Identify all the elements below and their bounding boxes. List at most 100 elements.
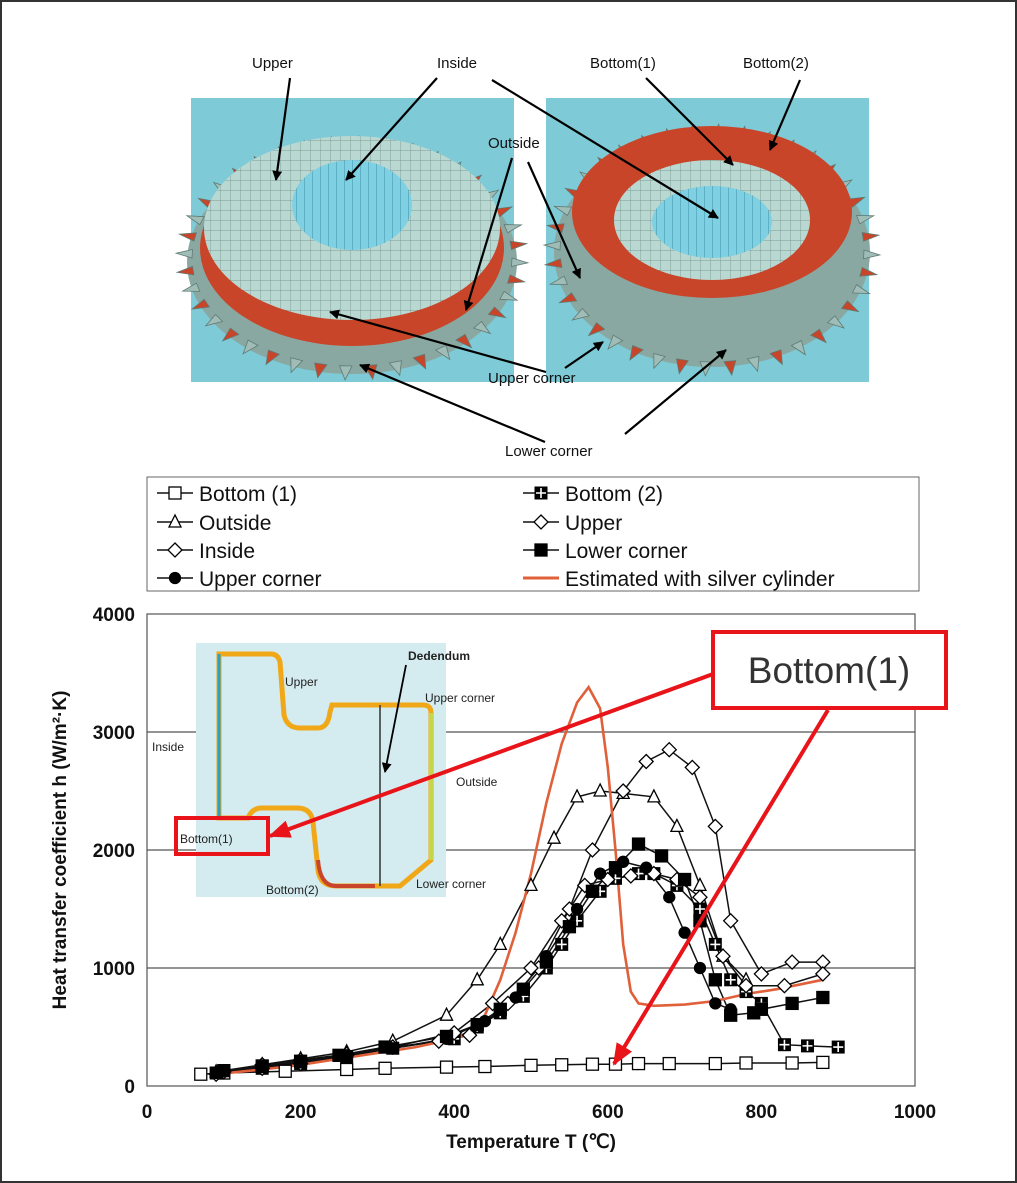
data-point <box>678 926 691 939</box>
gear-tooth <box>676 358 689 375</box>
gear-tooth <box>587 322 606 337</box>
data-point <box>816 990 830 1005</box>
data-point <box>814 965 831 982</box>
data-point <box>570 902 584 916</box>
gear-tooth <box>181 282 201 292</box>
legend-marker <box>167 542 183 558</box>
arrow-upper <box>272 77 292 181</box>
data-point <box>194 1067 208 1081</box>
arrow-upper-corner-right <box>564 341 604 369</box>
data-point <box>707 818 724 835</box>
data-point <box>800 1039 814 1053</box>
callout: Bottom(1) <box>174 630 948 1066</box>
data-point <box>816 1055 830 1070</box>
gear-label-bottom1: Bottom(1) <box>590 55 656 72</box>
gear-tooth <box>388 360 402 377</box>
gear-tooth <box>242 339 259 355</box>
gear-tooth <box>221 327 240 342</box>
gear-tooth <box>629 344 644 361</box>
gear-right <box>542 123 882 377</box>
gear-tooth <box>558 292 578 304</box>
data-point <box>638 753 655 770</box>
gear-tooth <box>840 300 860 313</box>
legend-label: Outside <box>199 512 271 535</box>
inset-label-inside: Inside <box>152 740 184 754</box>
data-point <box>493 1002 507 1016</box>
gear-tooth <box>851 284 871 295</box>
callout-box <box>711 630 948 710</box>
gear-tooth <box>412 353 427 370</box>
data-point <box>739 1056 753 1070</box>
data-point <box>663 891 676 904</box>
gear-tooth <box>723 360 737 377</box>
data-point <box>294 1056 307 1069</box>
gear-tooth <box>809 328 827 344</box>
gear-tooth <box>338 365 353 381</box>
data-point <box>555 937 569 951</box>
gear-left <box>174 135 530 381</box>
data-point <box>523 960 539 976</box>
data-point <box>669 817 684 833</box>
gear-tooth <box>542 240 561 251</box>
legend-box <box>146 476 920 592</box>
gear-label-lower-corner: Lower corner <box>505 443 593 460</box>
x-tick-label: 800 <box>746 1102 778 1123</box>
x-tick-label: 600 <box>592 1102 624 1123</box>
legend-label: Upper <box>565 512 622 535</box>
arrow-outside-left <box>463 157 514 311</box>
gear-tooth <box>175 265 195 276</box>
inset-label-dedendum: Dedendum <box>408 649 470 663</box>
data-point <box>256 1060 269 1074</box>
gear-arrows <box>272 77 802 444</box>
gear-tooth <box>190 298 211 310</box>
inset-dedendum-arrow <box>381 664 407 773</box>
data-point <box>631 837 646 851</box>
axis-ticks: 0 1000 2000 3000 4000 0 200 400 600 800 1000 <box>93 605 936 1123</box>
data-point <box>662 1056 676 1071</box>
data-point <box>540 950 553 963</box>
data-point <box>378 1061 392 1075</box>
chart-legend: Bottom (1) Bottom (2) Outside Upper Inside Lo… <box>146 476 920 592</box>
data-point <box>785 1056 799 1070</box>
inset-background <box>196 643 446 897</box>
legend-label: Inside <box>199 540 255 563</box>
data-point <box>523 876 539 892</box>
gear-tooth <box>511 257 530 267</box>
data-point <box>784 954 801 971</box>
arrow-bottom1 <box>645 77 734 166</box>
data-point <box>640 861 653 874</box>
arrow-inside-left <box>345 77 438 181</box>
gear-tooth <box>790 340 807 356</box>
gear-label-outside: Outside <box>488 135 540 152</box>
gear-tooth <box>434 344 451 361</box>
gear-tooth <box>290 357 304 374</box>
x-axis-label: Temperature T (℃) <box>446 1132 616 1153</box>
data-point <box>708 937 722 951</box>
inset-label-bottom1: Bottom(1) <box>180 832 233 846</box>
data-point <box>562 920 577 934</box>
data-point <box>439 1006 454 1021</box>
gear-tooth <box>746 356 760 373</box>
inset-bottom2-edge <box>316 859 375 888</box>
gear-tooth <box>204 313 224 327</box>
data-point <box>715 948 731 965</box>
gear-tooth <box>859 266 879 277</box>
data-point <box>724 973 738 987</box>
legend-marker <box>168 571 182 585</box>
data-point <box>524 1058 538 1072</box>
gear-tooth <box>548 275 569 286</box>
data-point <box>593 782 608 797</box>
data-point <box>708 1056 722 1071</box>
series-markers <box>194 741 845 1083</box>
data-point <box>584 842 601 858</box>
data-point <box>646 788 661 803</box>
gear-tooth <box>509 240 529 251</box>
data-point <box>386 1042 399 1055</box>
legend-label: Bottom (1) <box>199 483 297 506</box>
gear-tooth <box>265 349 281 366</box>
data-point <box>692 889 708 906</box>
gear-tooth <box>607 334 624 350</box>
data-point <box>585 884 600 898</box>
